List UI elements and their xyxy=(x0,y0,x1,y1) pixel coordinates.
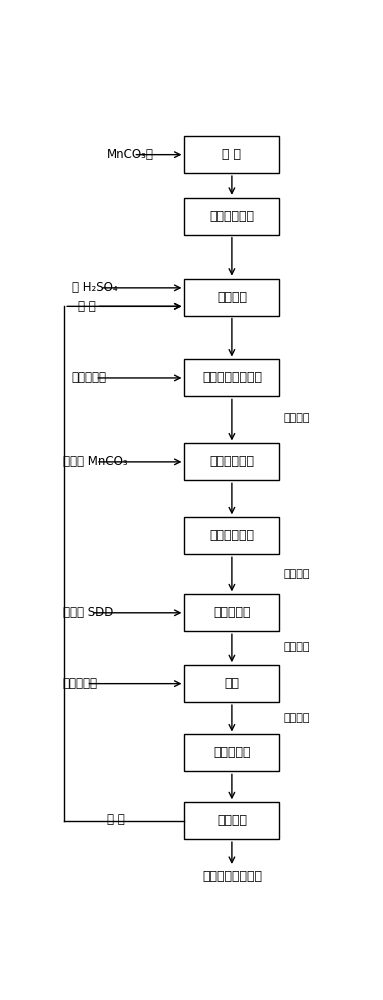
Text: 除杂后的矿浆: 除杂后的矿浆 xyxy=(210,455,254,468)
Bar xyxy=(184,359,280,396)
Bar xyxy=(184,802,280,839)
Bar xyxy=(184,665,280,702)
Bar xyxy=(184,279,280,316)
Text: 电解工序: 电解工序 xyxy=(217,814,247,827)
Text: MnCO₃矿: MnCO₃矿 xyxy=(107,148,154,161)
Text: 中和后的矿浆: 中和后的矿浆 xyxy=(210,529,254,542)
Bar xyxy=(184,136,280,173)
Text: 硫酸锨滤液: 硫酸锨滤液 xyxy=(213,746,250,759)
Text: 三次压滤: 三次压滤 xyxy=(284,642,310,652)
Bar xyxy=(184,734,280,771)
Text: 硫化剂 SDD: 硫化剂 SDD xyxy=(63,606,113,619)
Bar xyxy=(184,594,280,631)
Text: 氧化锨矿粉: 氧化锨矿粉 xyxy=(72,371,106,384)
Text: 二次压滤: 二次压滤 xyxy=(284,569,310,579)
Bar xyxy=(184,198,280,235)
Text: 硫酸锨溶液: 硫酸锨溶液 xyxy=(213,606,250,619)
Text: 含有硫酸锨的矿浆: 含有硫酸锨的矿浆 xyxy=(202,371,262,384)
Text: 滤液: 滤液 xyxy=(224,677,239,690)
Text: 化学反应: 化学反应 xyxy=(217,291,247,304)
Text: 中和剂 MnCO₃: 中和剂 MnCO₃ xyxy=(63,455,127,468)
Text: 除馒添加剂: 除馒添加剂 xyxy=(63,677,98,690)
Text: 四次压滤: 四次压滤 xyxy=(284,713,310,723)
Bar xyxy=(184,443,280,480)
Text: 废 液: 废 液 xyxy=(107,813,125,826)
Text: 碳酸锨矿粉粒: 碳酸锨矿粉粒 xyxy=(210,210,254,223)
Text: 电解二氧化锨产品: 电解二氧化锨产品 xyxy=(202,870,262,883)
Text: 一次压滤: 一次压滤 xyxy=(284,413,310,423)
Text: 浓 H₂SO₄: 浓 H₂SO₄ xyxy=(72,281,117,294)
Bar xyxy=(184,517,280,554)
Text: 细 磨: 细 磨 xyxy=(223,148,241,161)
Text: 废 液: 废 液 xyxy=(77,300,95,313)
